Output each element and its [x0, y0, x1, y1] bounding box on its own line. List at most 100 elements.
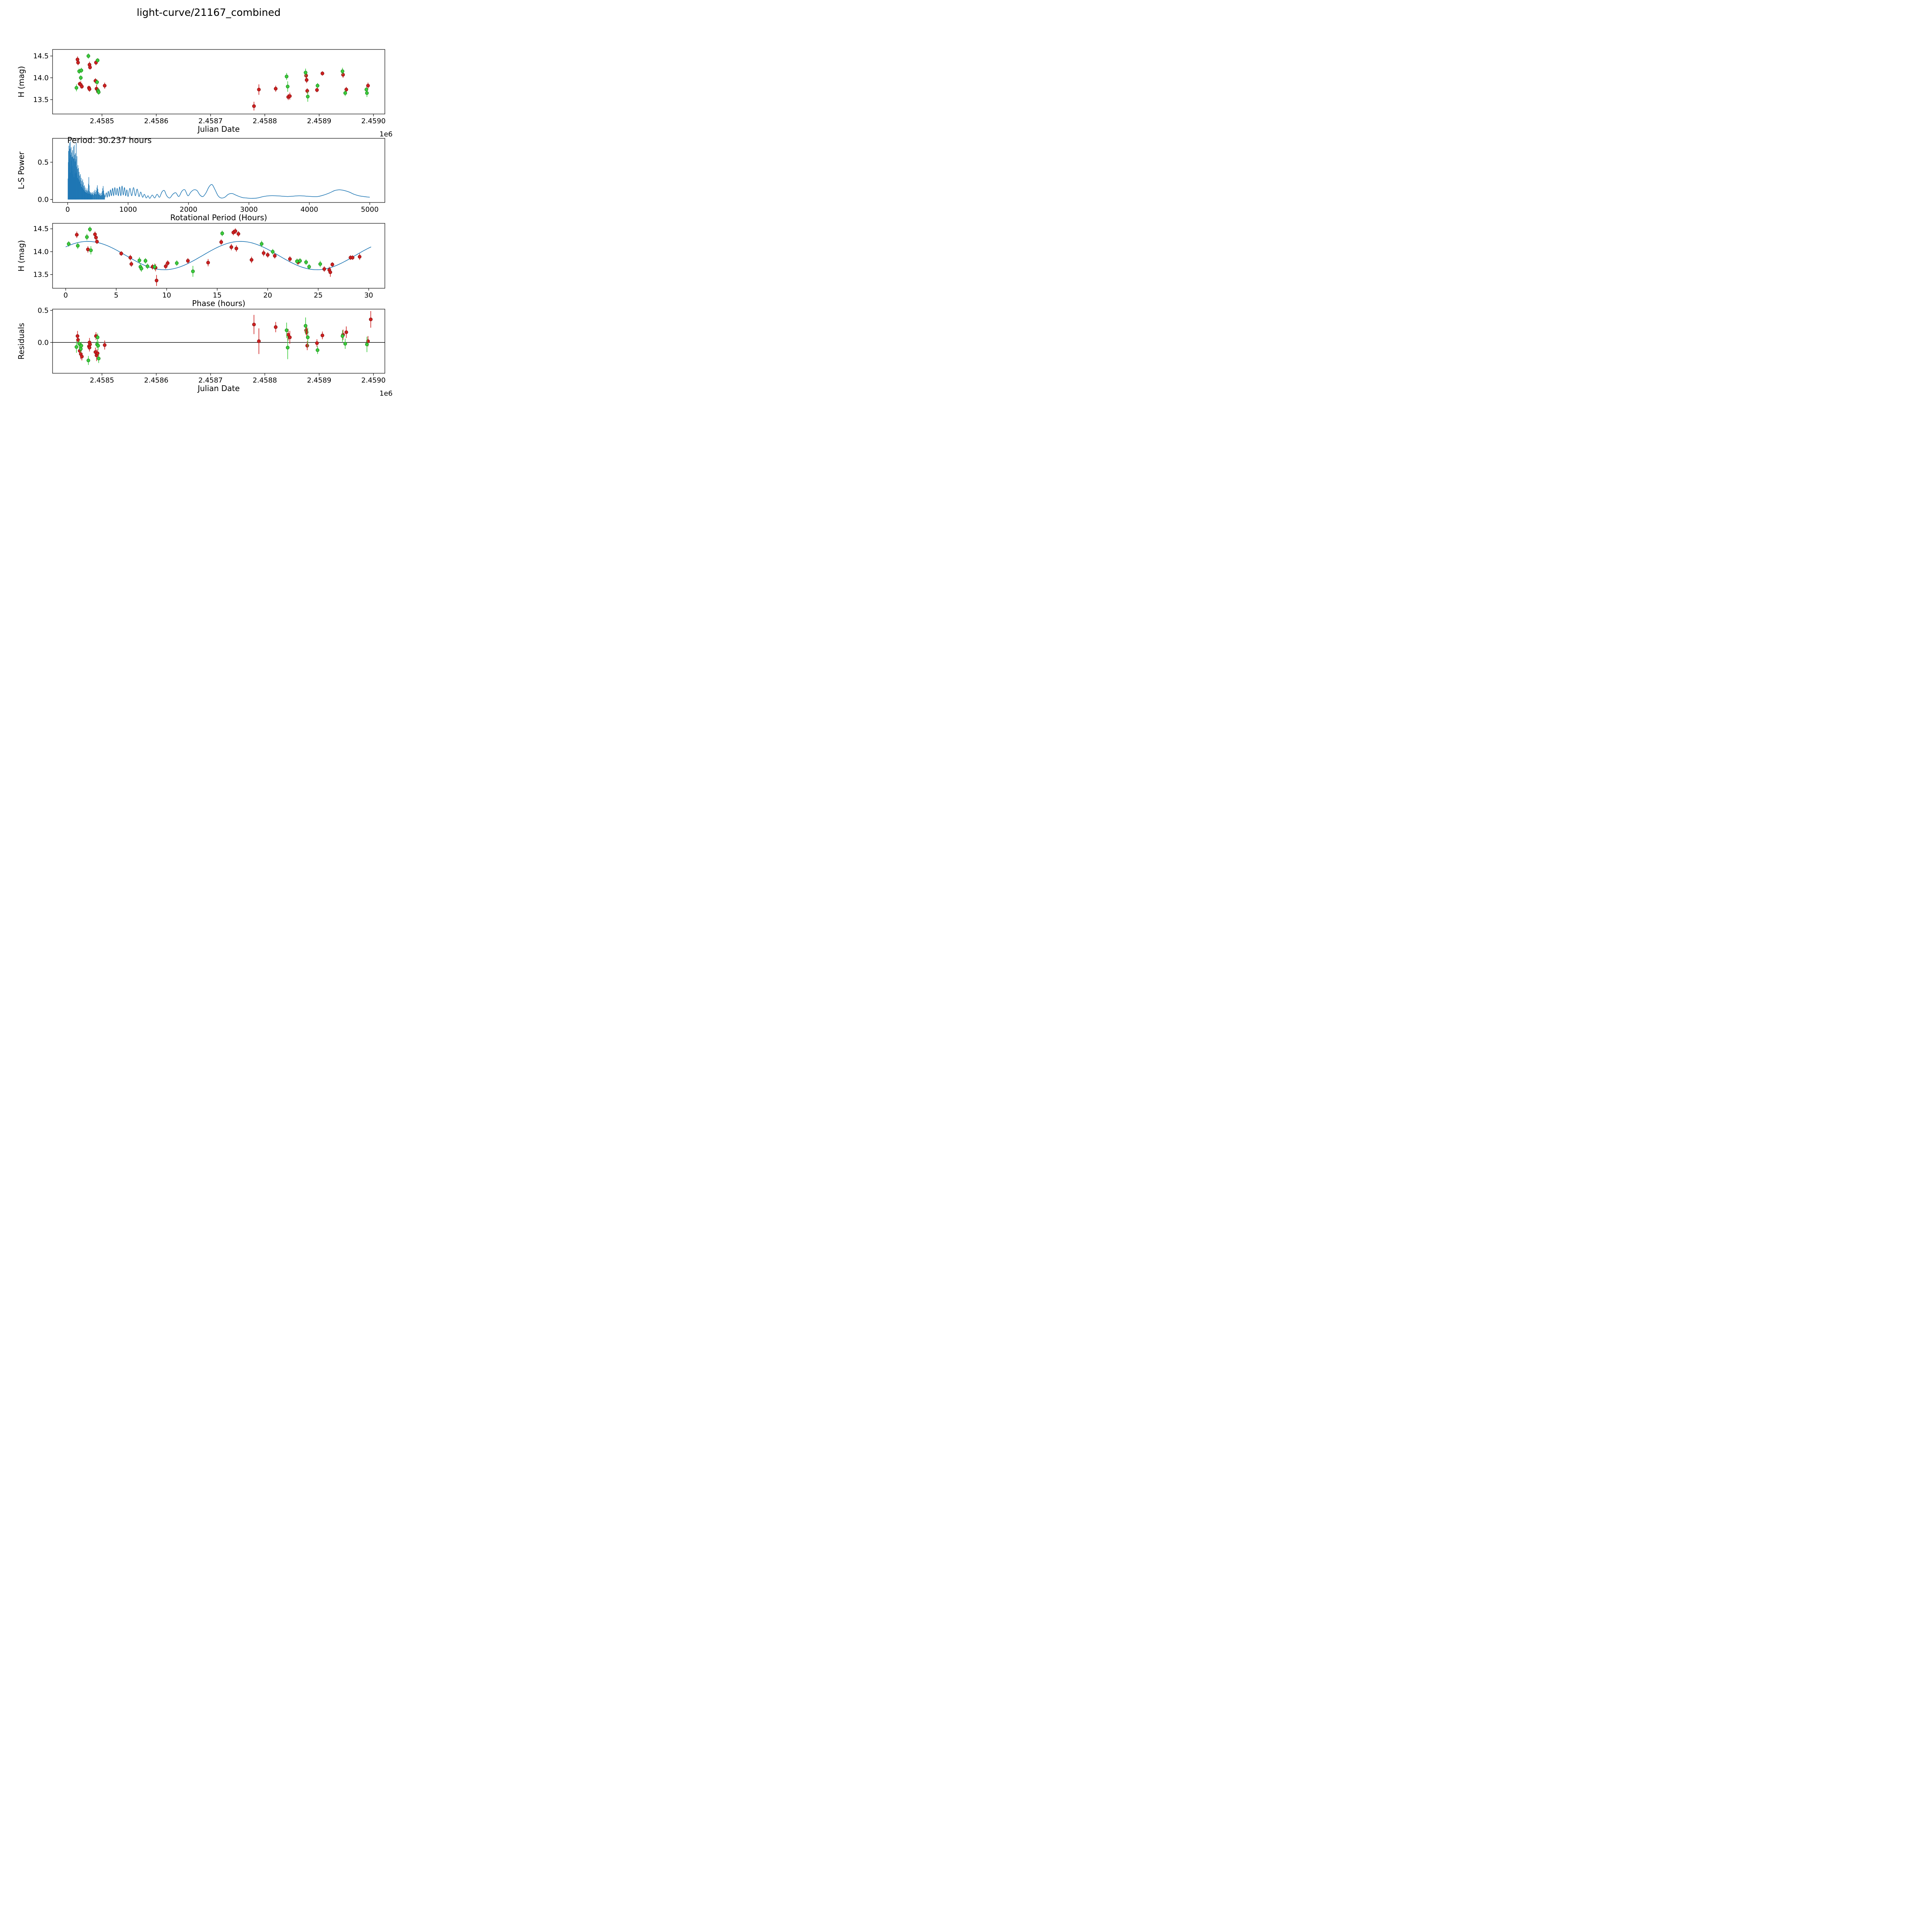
x-axis-offset-label: 1e6: [379, 389, 393, 398]
data-point-red: [350, 256, 355, 260]
phase-folded-panel: 0 5 10 15 20 25 30 13.5 14.0 14.5 Phase (hours) H (…: [17, 223, 385, 308]
data-point-red: [128, 256, 132, 260]
data-point-red: [75, 334, 80, 338]
x-tick-label: 2.4588: [253, 376, 277, 384]
series-red: [75, 56, 370, 111]
residuals-content: [53, 311, 385, 365]
data-point-green: [286, 85, 290, 88]
data-point-green: [364, 88, 368, 92]
data-point-red: [320, 333, 325, 337]
data-point-red: [305, 344, 309, 348]
x-axis-label: Julian Date: [197, 124, 240, 134]
series-green: [75, 53, 369, 102]
data-point-red: [358, 255, 362, 259]
data-point-red: [235, 247, 238, 250]
ls-periodogram-content: [68, 141, 370, 200]
data-point-green: [95, 58, 100, 62]
x-tick-label: 2.4588: [253, 117, 277, 125]
data-point-red: [80, 355, 84, 359]
y-axis: 0.0 0.5: [37, 306, 53, 347]
data-point-green: [365, 91, 369, 95]
data-point-green: [97, 357, 101, 361]
y-tick-label: 0.5: [37, 158, 49, 167]
data-point-red: [322, 267, 326, 271]
x-tick-label: 5: [114, 291, 118, 299]
data-point-green: [220, 231, 224, 235]
data-point-red: [305, 89, 309, 93]
data-point-red: [262, 251, 265, 255]
data-point-green: [143, 259, 148, 263]
y-axis: 13.5 14.0 14.5: [33, 52, 53, 104]
data-point-red: [76, 61, 80, 65]
data-point-green: [365, 342, 369, 346]
data-point-red: [304, 78, 309, 82]
y-axis: 0.0 0.5: [37, 158, 53, 204]
axes-spines: [52, 138, 385, 203]
data-point-green: [271, 250, 275, 254]
figure: light-curve/21167_combined 2.4585 2.4586 2…: [0, 0, 417, 417]
axes-spines: [52, 49, 385, 114]
data-point-red: [119, 252, 123, 255]
data-point-green: [316, 348, 320, 352]
data-point-green: [146, 264, 150, 268]
axes-spines: [52, 309, 385, 374]
data-point-green: [191, 269, 195, 273]
y-tick-label: 0.5: [37, 306, 49, 315]
x-tick-label: 2000: [180, 206, 197, 214]
y-tick-label: 14.5: [33, 225, 49, 233]
data-point-green: [318, 262, 322, 266]
data-point-green: [285, 328, 289, 332]
data-point-green: [285, 75, 289, 78]
charts-canvas: 2.4585 2.4586 2.4587 2.4588 2.4589 2.4590 13.5…: [17, 49, 393, 398]
periodogram-curve: [105, 184, 370, 199]
data-point-red: [86, 247, 90, 252]
data-point-red: [80, 85, 84, 88]
residuals-panel: 2.4585 2.4586 2.4587 2.4588 2.4589 2.4590 0.00…: [17, 306, 393, 398]
y-axis: 13.5 14.0 14.5: [33, 225, 53, 279]
x-tick-label: 5000: [361, 206, 379, 214]
data-point-green: [75, 345, 78, 349]
data-point-red: [87, 345, 92, 350]
data-point-green: [316, 84, 320, 88]
data-point-red: [75, 58, 80, 61]
data-point-green: [96, 344, 100, 348]
x-tick-label: 20: [263, 291, 272, 299]
data-point-red: [129, 262, 133, 266]
data-point-red: [273, 254, 277, 258]
x-axis: 0 5 10 15 20 25 30: [63, 288, 373, 299]
data-point-green: [340, 334, 345, 338]
data-point-green: [343, 91, 347, 95]
data-point-red: [252, 104, 256, 108]
data-point-red: [288, 257, 292, 261]
x-axis: 2.4585 2.4586 2.4587 2.4588 2.4589 2.4590: [90, 114, 386, 125]
x-tick-label: 2.4589: [307, 117, 332, 125]
y-tick-label: 14.0: [33, 248, 49, 256]
series-green: [75, 317, 369, 365]
data-point-green: [295, 259, 299, 263]
data-point-green: [175, 261, 179, 265]
data-point-green: [306, 335, 310, 339]
x-tick-label: 4000: [301, 206, 318, 214]
data-point-green: [343, 342, 347, 346]
data-point-green: [95, 335, 100, 339]
data-point-red: [315, 341, 319, 345]
x-tick-label: 25: [314, 291, 323, 299]
x-tick-label: 10: [162, 291, 171, 299]
x-axis: 2.4585 2.4586 2.4587 2.4588 2.4589 2.4590: [90, 373, 386, 384]
data-point-green: [88, 227, 92, 231]
data-point-red: [257, 88, 261, 92]
data-point-red: [369, 317, 373, 321]
data-point-red: [155, 279, 158, 282]
data-point-red: [103, 84, 107, 88]
data-point-red: [230, 245, 233, 249]
data-point-red: [87, 87, 92, 91]
data-point-red: [341, 73, 345, 77]
x-tick-label: 15: [213, 291, 222, 299]
data-point-green: [79, 76, 83, 80]
periodogram-spikes: [68, 141, 105, 200]
x-tick-label: 2.4587: [198, 117, 223, 125]
sine-fit-curve: [65, 241, 371, 270]
data-point-green: [95, 80, 99, 84]
data-point-red: [219, 240, 223, 244]
data-point-red: [250, 258, 253, 262]
